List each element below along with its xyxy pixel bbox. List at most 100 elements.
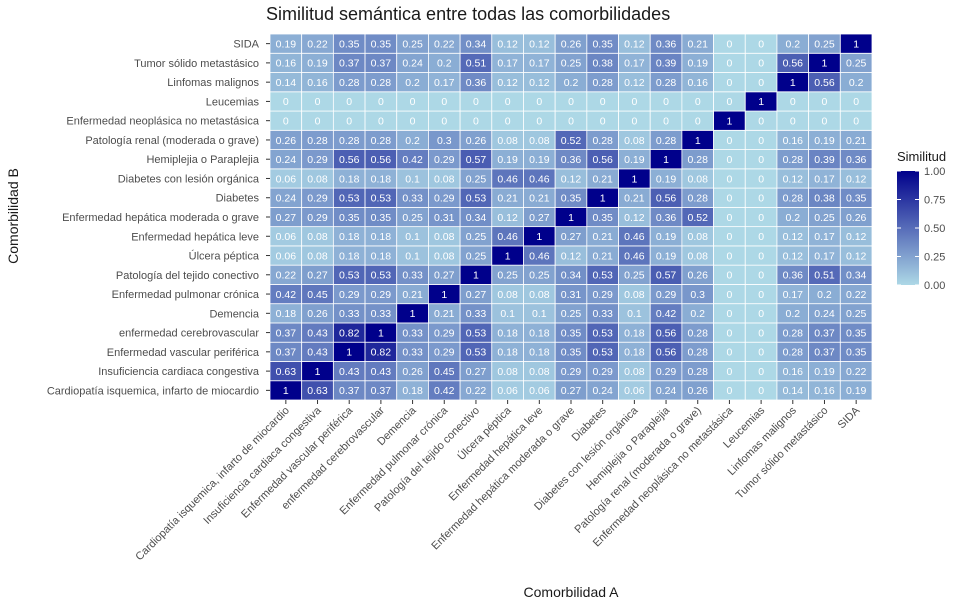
cell-value-label: 0.16: [783, 135, 804, 147]
cell-value-label: 0.25: [846, 58, 867, 70]
cell-value-label: 0.56: [656, 347, 677, 359]
cell-value-label: 0.12: [529, 77, 550, 89]
cell-value-label: 1: [410, 308, 416, 320]
cell-value-label: 0.29: [434, 193, 455, 205]
cell-value-label: 0: [822, 115, 828, 127]
cell-value-label: 0.21: [592, 173, 613, 185]
y-tick-label: Insuficiencia cardiaca congestiva: [98, 366, 260, 378]
cell-value-label: 0: [505, 96, 511, 108]
cell-value-label: 0.28: [688, 366, 709, 378]
cell-value-label: 0.08: [307, 250, 328, 262]
cell-value-label: 0.19: [688, 58, 709, 70]
cell-value-label: 0: [758, 231, 764, 243]
cell-value-label: 0.17: [814, 250, 835, 262]
cell-value-label: 0.33: [592, 308, 613, 320]
cell-value-label: 0.42: [434, 385, 455, 397]
cell-value-label: 0.06: [276, 173, 297, 185]
cell-value-label: 0.08: [434, 231, 455, 243]
cell-value-label: 0.35: [371, 212, 392, 224]
cell-value-label: 1: [441, 289, 447, 301]
cell-value-label: 0.19: [814, 366, 835, 378]
cell-value-label: 0.19: [656, 231, 677, 243]
cell-value-label: 0.14: [783, 385, 804, 397]
cell-value-label: 0.29: [434, 347, 455, 359]
cell-value-label: 0.28: [339, 77, 360, 89]
cell-value-label: 0.12: [624, 38, 645, 50]
cell-value-label: 0: [473, 96, 479, 108]
x-tick-label: Insuficiencia cardiaca congestiva: [201, 404, 324, 527]
cell-value-label: 0.21: [529, 193, 550, 205]
cell-value-label: 0.12: [846, 250, 867, 262]
cell-value-label: 0.18: [497, 347, 518, 359]
cell-value-label: 0: [536, 96, 542, 108]
cell-value-label: 0: [758, 154, 764, 166]
cell-value-label: 0.2: [564, 77, 579, 89]
cell-value-label: 0.46: [529, 173, 550, 185]
cell-value-label: 0: [410, 96, 416, 108]
cell-value-label: 0.08: [529, 289, 550, 301]
cell-value-label: 0.08: [624, 289, 645, 301]
cell-value-label: 0.46: [497, 231, 518, 243]
cell-value-label: 0.35: [561, 327, 582, 339]
y-tick-label: enfermedad cerebrovascular: [119, 328, 259, 340]
cell-value-label: 0.28: [688, 154, 709, 166]
y-tick-label: Enfermedad vascular periférica: [107, 347, 260, 359]
cell-value-label: 0.18: [371, 231, 392, 243]
y-tick-label: Leucemias: [206, 96, 260, 108]
cell-value-label: 0.45: [307, 289, 328, 301]
cell-value-label: 0.36: [846, 154, 867, 166]
cell-value-label: 0: [726, 231, 732, 243]
y-tick-label: Enfermedad neoplásica no metastásica: [66, 116, 259, 128]
cell-value-label: 1: [378, 327, 384, 339]
cell-value-label: 0: [536, 115, 542, 127]
cell-value-label: 0.12: [624, 212, 645, 224]
cell-value-label: 0.57: [466, 154, 487, 166]
cell-value-label: 0.18: [339, 231, 360, 243]
cell-value-label: 0.29: [434, 154, 455, 166]
cell-value-label: 0.34: [466, 212, 487, 224]
cell-value-label: 0.12: [497, 38, 518, 50]
cell-value-label: 0.56: [371, 154, 392, 166]
cell-value-label: 0.18: [497, 327, 518, 339]
cell-value-label: 0: [726, 173, 732, 185]
cell-value-label: 0.18: [624, 327, 645, 339]
cell-value-label: 0.51: [814, 270, 835, 282]
cell-value-label: 0: [853, 96, 859, 108]
cell-value-label: 0.12: [624, 77, 645, 89]
cell-value-label: 0.25: [814, 212, 835, 224]
cell-value-label: 0: [726, 308, 732, 320]
cell-value-label: 0.1: [500, 308, 515, 320]
cell-value-label: 0.35: [846, 327, 867, 339]
cell-value-label: 0.36: [656, 38, 677, 50]
cell-value-label: 0.42: [276, 289, 297, 301]
cell-value-label: 0.37: [371, 385, 392, 397]
cell-value-label: 0.31: [434, 212, 455, 224]
cell-value-label: 0.37: [339, 385, 360, 397]
cell-value-label: 0.12: [561, 173, 582, 185]
cell-value-label: 0.19: [497, 154, 518, 166]
cell-value-label: 0.29: [307, 154, 328, 166]
cell-value-label: 0.17: [783, 289, 804, 301]
cell-value-label: 0.25: [466, 231, 487, 243]
cell-value-label: 0.52: [688, 212, 709, 224]
cell-value-label: 0.37: [371, 58, 392, 70]
cell-value-label: 0.28: [592, 135, 613, 147]
cell-value-label: 0.24: [276, 154, 297, 166]
cell-value-label: 0.12: [783, 173, 804, 185]
cell-value-label: 0: [631, 115, 637, 127]
cell-value-label: 0: [283, 96, 289, 108]
heatmap-cell: [839, 33, 873, 54]
cell-value-label: 0: [378, 96, 384, 108]
cell-value-label: 0.2: [785, 212, 800, 224]
cell-value-label: 0.12: [846, 231, 867, 243]
cell-value-label: 0.29: [434, 327, 455, 339]
cell-value-label: 1: [758, 96, 764, 108]
cell-value-label: 0.28: [656, 135, 677, 147]
cell-value-label: 0.35: [846, 347, 867, 359]
cell-value-label: 0: [505, 115, 511, 127]
cell-value-label: 0.21: [688, 38, 709, 50]
cell-value-label: 0.17: [814, 231, 835, 243]
cell-value-label: 0.14: [276, 77, 297, 89]
cell-value-label: 0.27: [307, 270, 328, 282]
